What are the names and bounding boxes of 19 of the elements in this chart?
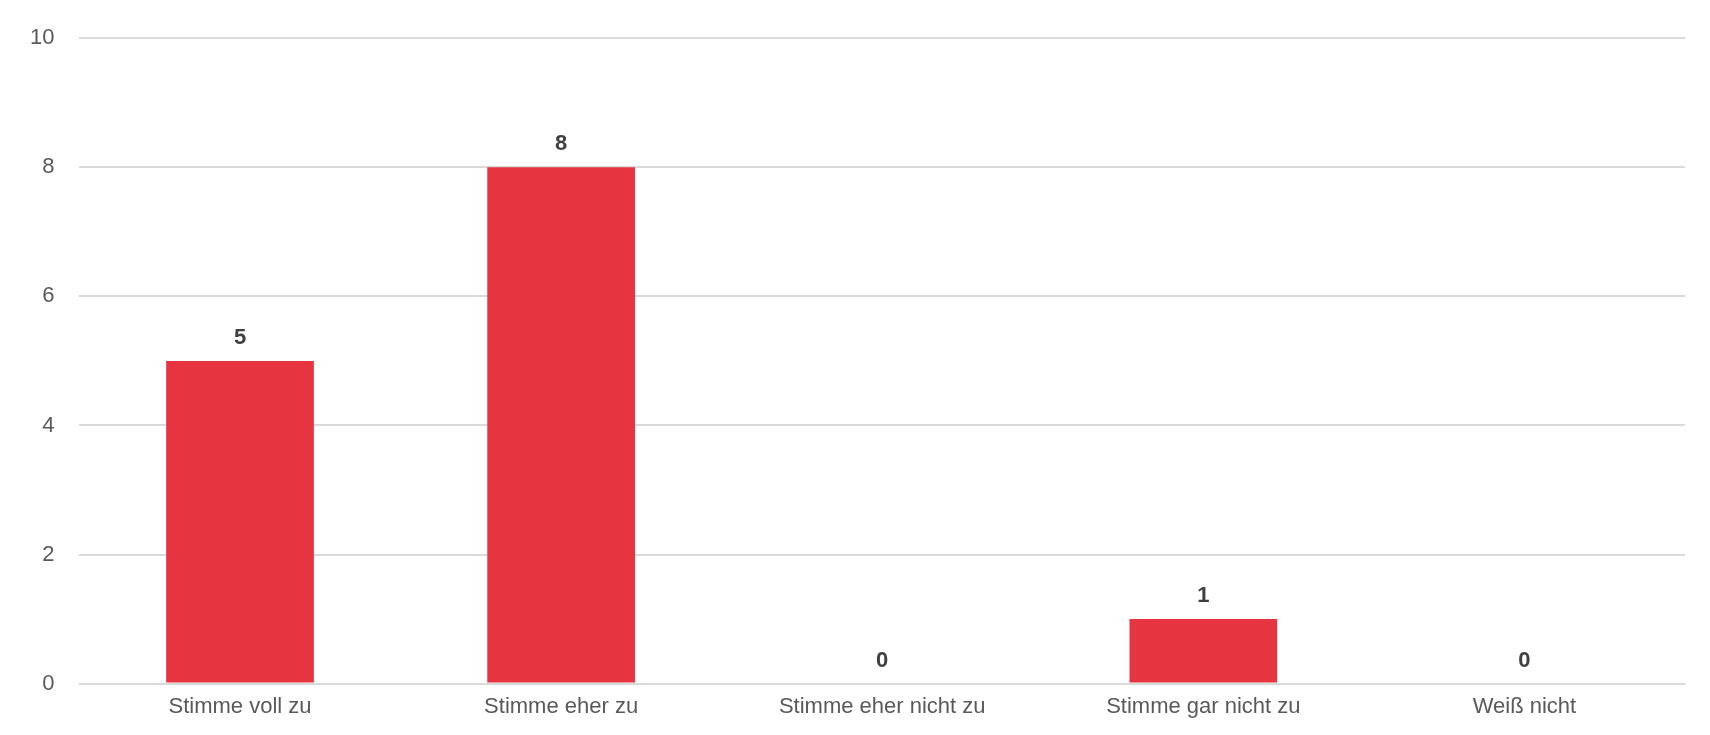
y-tick-label: 8 — [42, 153, 55, 179]
data-label: 0 — [876, 646, 889, 672]
data-label: 1 — [1197, 582, 1210, 608]
x-tick-label: Stimme eher zu — [484, 692, 639, 718]
bar — [166, 360, 314, 683]
y-tick-label: 2 — [42, 540, 55, 566]
y-tick-label: 6 — [42, 282, 55, 308]
y-tick-label: 0 — [42, 669, 55, 695]
data-label: 0 — [1518, 646, 1531, 672]
bar — [1129, 619, 1278, 683]
data-label: 8 — [555, 130, 568, 156]
x-tick-label: Stimme voll zu — [168, 692, 312, 718]
y-tick-label: 4 — [42, 411, 55, 437]
x-tick-label: Stimme gar nicht zu — [1106, 692, 1301, 718]
x-tick-label: Weiß nicht — [1472, 692, 1577, 718]
data-label: 5 — [233, 323, 247, 349]
bar — [487, 167, 635, 683]
x-tick-label: Stimme eher nicht zu — [778, 692, 986, 718]
y-tick-label: 10 — [29, 24, 55, 50]
